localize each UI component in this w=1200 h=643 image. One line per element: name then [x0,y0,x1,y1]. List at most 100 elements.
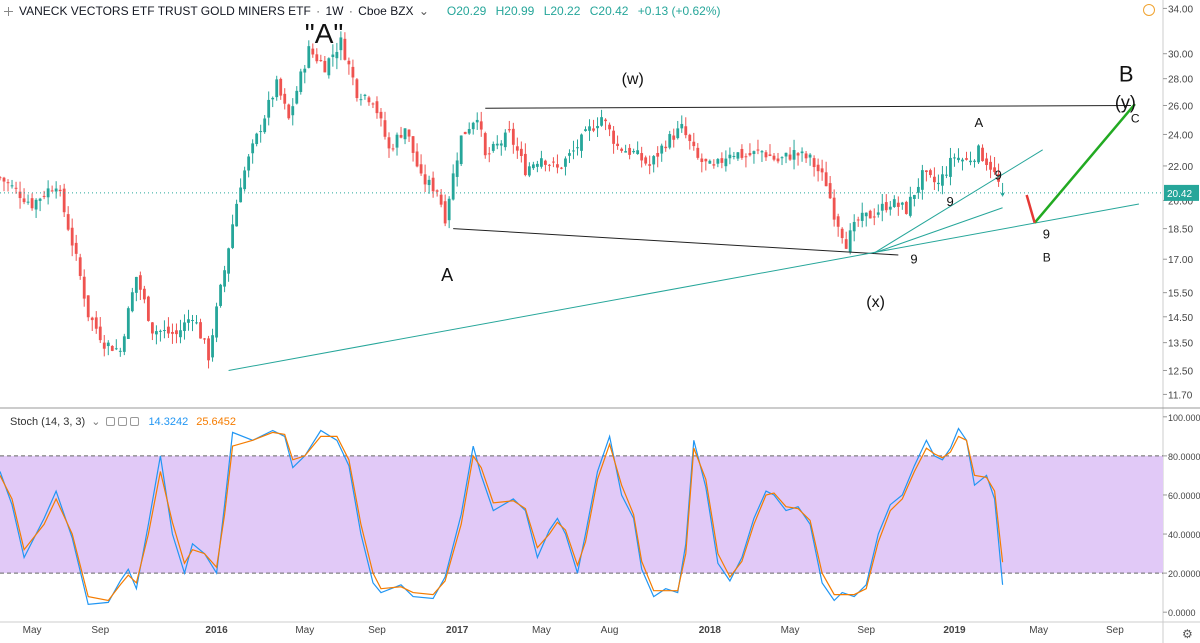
candle [628,144,632,160]
candle-body [203,338,206,340]
candle-body [856,219,860,221]
candle [46,180,50,205]
candle [973,159,976,168]
candle [267,91,271,126]
candle-body [451,173,455,200]
candle [716,158,720,168]
candle [199,318,202,339]
candle [86,295,90,322]
candle-body [692,141,696,147]
candle [62,183,66,218]
candle-body [672,135,676,140]
candle-body [247,156,251,171]
candle-body [38,198,42,201]
candle [768,144,772,157]
candle [941,165,944,195]
gear-icon[interactable]: ⚙ [1182,627,1193,641]
candle-body [588,126,591,131]
candle [407,129,411,142]
candle-body [564,158,567,167]
chevron-down-icon[interactable]: ⌄ [415,4,429,18]
candle [14,181,18,194]
candle [150,322,154,341]
candle [652,155,656,173]
candle-body [10,185,14,187]
wave-label-c: C [1131,112,1140,126]
candle [355,77,359,102]
stoch-label[interactable]: Stoch (14, 3, 3) [10,415,86,428]
candle [138,271,142,301]
settings-icon[interactable] [118,417,128,426]
candle-body [311,48,315,55]
candle [447,196,451,229]
candle [327,57,331,79]
candle-body [756,149,760,151]
candle [552,157,555,168]
candle-body [94,317,98,329]
candle [752,150,756,164]
stoch-d-line [0,431,1004,602]
candle [812,155,816,177]
candle-body [483,133,487,156]
candle [159,329,162,342]
symbol-name[interactable]: VANECK VECTORS ETF TRUST GOLD MINERS ETF [19,4,311,18]
candle [832,189,836,227]
candle [479,111,483,137]
candle [343,32,347,61]
candle-body [884,202,888,211]
separator: · [312,4,324,18]
candle-body [620,148,624,151]
candle-body [664,146,668,149]
candle-body [50,190,54,192]
candle [54,181,58,199]
candle [455,152,459,187]
alert-clock-icon[interactable] [1143,4,1155,16]
chevron-down-icon[interactable]: ⌄ [91,416,101,428]
candle [576,139,579,156]
candle-body [130,292,134,312]
ohlc-values: O20.29 H20.99 L20.22 C20.42 +0.13 (+0.62… [447,4,721,18]
candle-body [295,90,299,104]
candle-body [732,155,736,157]
candle-body [423,174,427,185]
candle [423,164,427,193]
candle-body [463,131,467,135]
candle-body [163,330,166,332]
candle-body [768,154,772,157]
candle-body [407,129,411,137]
collapse-icon[interactable] [4,7,13,16]
interval-label[interactable]: 1W [325,4,344,18]
candle-body [227,248,230,274]
candle-body [239,187,243,203]
eye-icon[interactable] [106,417,116,426]
candle [924,170,928,182]
candle [227,247,230,282]
candle-body [207,338,210,361]
candle [399,126,403,139]
candle [219,283,222,308]
candle-body [287,104,291,119]
close-icon[interactable] [130,417,140,426]
candle [411,136,415,162]
candle-body [548,164,551,166]
candle [66,206,70,232]
candle [203,338,206,344]
candle [243,166,247,192]
stoch-k-line [0,427,1004,606]
candle [491,141,495,153]
candle [949,147,952,186]
candle [211,328,214,362]
candle-body [503,132,507,148]
candle [347,57,351,75]
candle [371,102,375,109]
candle [94,311,98,334]
candle [764,150,768,161]
candle [664,140,668,152]
time-axis-label: May [23,625,42,636]
candle [572,140,575,160]
candle-body [62,188,66,213]
candle-body [471,122,475,130]
candle-body [800,151,804,154]
candle [920,164,924,200]
candle [816,158,820,182]
